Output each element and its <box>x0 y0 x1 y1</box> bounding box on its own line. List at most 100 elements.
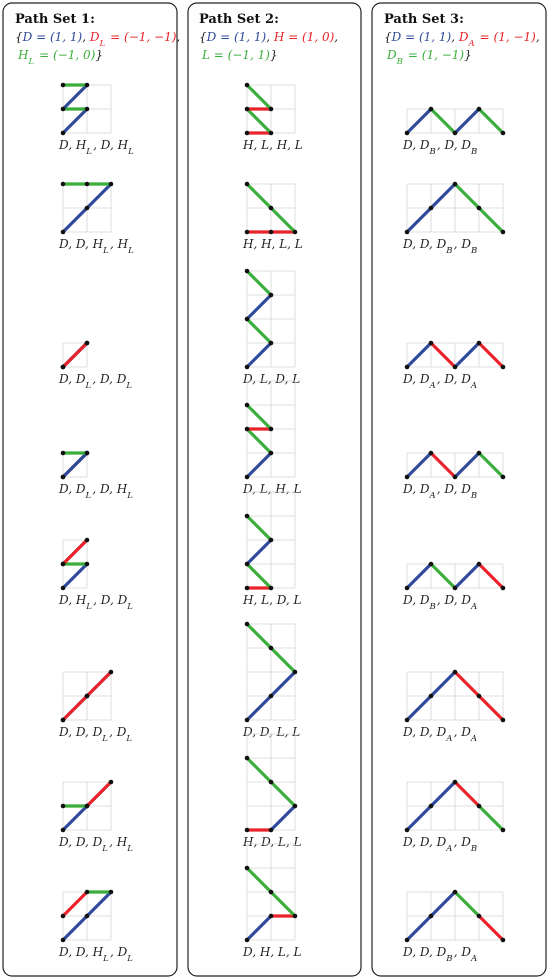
legend-entry: H = (1, 0) <box>273 30 335 44</box>
path-vertex <box>500 585 506 591</box>
step-segment <box>477 107 505 135</box>
path-diagram: D, D, L, L <box>242 621 300 739</box>
step-segment <box>245 514 273 542</box>
path-vertex <box>428 693 434 699</box>
path-label: D, D, DB , DA <box>402 945 478 964</box>
step-segment <box>269 670 297 698</box>
step-segment <box>405 914 433 942</box>
path-vertex <box>268 229 274 235</box>
legend-entry: HL = (−1, 0) <box>17 48 96 67</box>
path-vertex <box>268 426 274 432</box>
step-segment <box>245 341 273 369</box>
path-vertex <box>60 585 66 591</box>
path-vertex <box>60 561 66 567</box>
path-vertex <box>84 803 90 809</box>
step-segment <box>477 804 505 832</box>
path-label: D, DA , D, DA <box>402 372 478 391</box>
path-diagram: D, DB , D, DA <box>402 561 506 612</box>
step-segment <box>61 562 89 590</box>
path-vertex <box>268 450 274 456</box>
step-segment <box>85 670 113 698</box>
path-diagram: D, DL , D, DL <box>58 340 132 391</box>
path-vertex <box>404 364 410 370</box>
panel-path-set-2: Path Set 2: {D = (1, 1), H = (1, 0), L =… <box>187 2 362 977</box>
step-segment <box>429 107 457 135</box>
legend-entry: } <box>270 48 278 62</box>
step-segment <box>245 622 273 650</box>
path-vertex <box>268 106 274 112</box>
step-segment <box>61 206 89 234</box>
panel-title: Path Set 1: <box>15 12 95 27</box>
path-label: D, D, DA , DB <box>402 835 478 854</box>
panel-frame <box>371 2 547 977</box>
path-vertex <box>244 937 250 943</box>
step-segment <box>453 890 481 918</box>
step-segment <box>245 694 273 722</box>
path-diagram: H, L, H, L <box>242 82 303 152</box>
legend-entry: D = (1, 1) <box>22 30 83 44</box>
path-vertex <box>476 106 482 112</box>
step-segment <box>61 914 89 942</box>
step-segment <box>269 890 297 918</box>
path-vertex <box>476 340 482 346</box>
path-label: D, D, HL , DL <box>58 945 134 964</box>
step-segment <box>245 562 273 590</box>
lattice-grid <box>246 491 296 589</box>
step-segment <box>245 269 273 297</box>
path-label: D, HL , D, DL <box>58 593 134 612</box>
path-label: H, D, L, L <box>242 835 302 849</box>
step-segment <box>269 804 297 832</box>
path-label: D, DA , D, DB <box>402 482 478 501</box>
path-vertex <box>268 537 274 543</box>
step-segment <box>245 317 273 345</box>
path-vertex <box>268 913 274 919</box>
step-segment <box>245 293 273 321</box>
path-diagram: D, DA , D, DA <box>402 340 506 391</box>
legend-entry: L = (−1, 1) <box>201 48 270 62</box>
path-diagram: D, L, D, L <box>242 268 300 386</box>
path-vertex <box>60 827 66 833</box>
path-vertex <box>84 106 90 112</box>
path-vertex <box>84 340 90 346</box>
path-vertex <box>244 865 250 871</box>
step-segment <box>85 780 113 808</box>
path-diagram: D, DL , D, HL <box>58 450 133 501</box>
path-diagram: D, HL , D, HL <box>58 82 134 157</box>
step-segment <box>405 562 433 590</box>
path-vertex <box>84 205 90 211</box>
path-vertex <box>268 889 274 895</box>
path-diagram: D, D, DA , DB <box>402 779 506 854</box>
step-segment <box>429 451 457 479</box>
path-vertex <box>60 450 66 456</box>
path-vertex <box>60 82 66 88</box>
path-diagram: D, D, DB , DB <box>402 181 506 256</box>
path-vertex <box>476 205 482 211</box>
path-vertex <box>244 621 250 627</box>
path-vertex <box>428 803 434 809</box>
step-segment <box>453 451 481 479</box>
path-vertex <box>268 693 274 699</box>
step-segment <box>405 451 433 479</box>
path-vertex <box>452 474 458 480</box>
step-segment <box>61 451 89 479</box>
step-segment <box>477 206 505 234</box>
legend-line-1: {D = (1, 1), H = (1, 0), <box>199 30 338 44</box>
lattice-grid <box>406 563 504 589</box>
path-list: D, DB , D, DB D, D, DB , DB D, DA , D, D… <box>402 106 506 964</box>
path-vertex <box>244 561 250 567</box>
step-segment <box>453 562 481 590</box>
step-segment <box>245 107 273 135</box>
path-vertex <box>452 130 458 136</box>
path-vertex <box>500 229 506 235</box>
path-vertex <box>108 669 114 675</box>
path-vertex <box>60 181 66 187</box>
step-segment <box>61 83 89 111</box>
step-segment <box>405 341 433 369</box>
step-segment <box>453 670 481 698</box>
step-segment <box>245 427 273 455</box>
path-diagram: D, D, HL , HL <box>58 181 134 256</box>
path-vertex <box>244 513 250 519</box>
step-segment <box>477 694 505 722</box>
step-segment <box>477 562 505 590</box>
path-vertex <box>500 130 506 136</box>
